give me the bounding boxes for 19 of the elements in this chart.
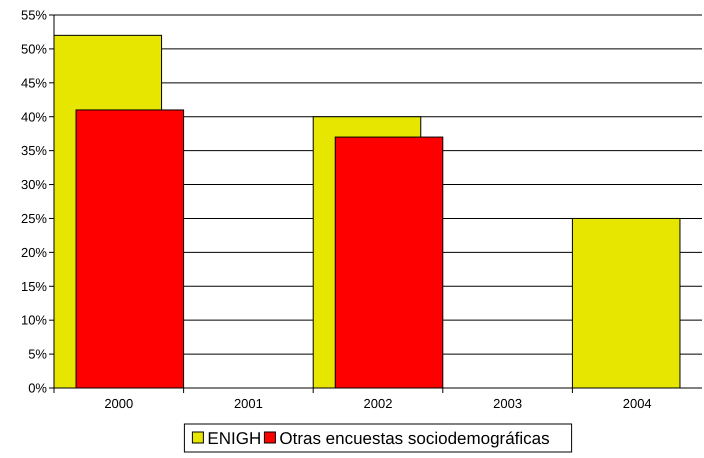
- y-tick-label: 30%: [20, 177, 48, 192]
- x-tick-label: 2000: [104, 396, 134, 411]
- y-tick-label: 40%: [20, 109, 48, 124]
- y-tick-label: 45%: [20, 75, 48, 90]
- y-tick-label: 35%: [20, 143, 48, 158]
- x-tick-label: 2004: [622, 396, 652, 411]
- y-tick-label: 20%: [20, 244, 48, 260]
- legend-label: Otras encuestas sociodemográficas: [279, 428, 550, 448]
- x-tick-label: 2001: [234, 396, 263, 411]
- y-tick-label: 50%: [20, 41, 48, 56]
- x-tick-label: 2003: [493, 396, 522, 411]
- y-tick-label: 55%: [20, 8, 48, 23]
- legend-label: ENIGH: [207, 428, 262, 448]
- y-tick-label: 25%: [20, 211, 48, 226]
- y-tick-label: 0%: [28, 380, 48, 396]
- y-tick-label: 10%: [20, 312, 48, 328]
- y-tick-label: 15%: [20, 278, 48, 294]
- x-tick-label: 2002: [364, 396, 392, 411]
- y-tick-label: 5%: [28, 346, 48, 362]
